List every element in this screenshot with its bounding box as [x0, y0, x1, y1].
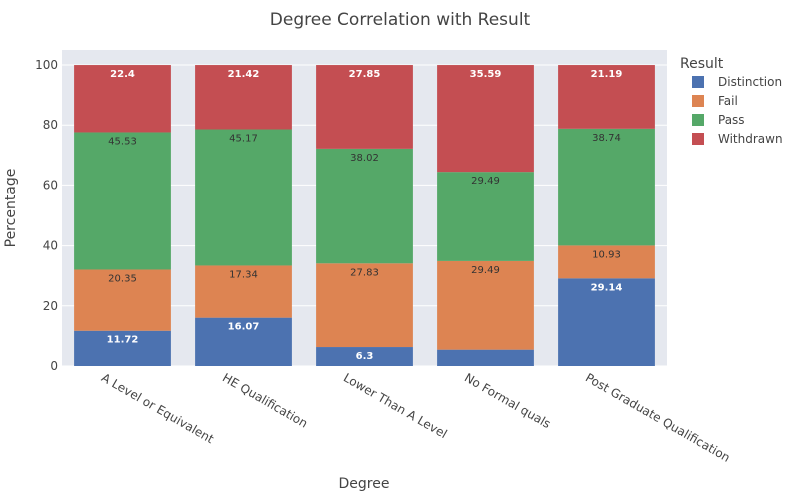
- x-tick-label: Lower Than A Level: [341, 370, 449, 441]
- legend-swatch: [692, 76, 704, 88]
- bar-segment: [437, 65, 534, 173]
- legend-label: Distinction: [718, 75, 782, 89]
- bar-data-label: 29.14: [591, 282, 623, 293]
- bar-segment: [316, 263, 413, 348]
- legend-label: Pass: [718, 113, 745, 127]
- bar-segment: [195, 129, 292, 266]
- legend-swatch: [692, 133, 704, 145]
- legend: Result Distinction Fail Pass Withdrawn: [680, 56, 783, 146]
- y-tick-label: 60: [43, 178, 58, 192]
- legend-swatch: [692, 114, 704, 126]
- legend-swatch: [692, 95, 704, 107]
- bar-segment: [558, 65, 655, 129]
- y-axis-title: Percentage: [3, 169, 19, 248]
- x-axis-ticks: A Level or Equivalent HE Qualification Low…: [99, 370, 733, 464]
- bar-data-label: 29.49: [471, 176, 500, 187]
- y-tick-label: 100: [35, 58, 58, 72]
- bar-segment: [437, 349, 534, 366]
- bar-data-label: 35.59: [470, 69, 502, 80]
- bar-data-label: 27.83: [350, 267, 379, 278]
- bar-data-label: 38.74: [592, 133, 621, 144]
- bars: [74, 65, 655, 366]
- bar-data-label: 45.53: [108, 136, 137, 147]
- legend-label: Fail: [718, 94, 738, 108]
- y-tick-label: 40: [43, 239, 58, 253]
- bar-segment: [437, 260, 534, 350]
- bar-segment: [558, 128, 655, 246]
- bar-segment: [558, 278, 655, 366]
- x-tick-label: No Formal quals: [462, 370, 553, 431]
- y-tick-label: 80: [43, 118, 58, 132]
- bar-segment: [195, 317, 292, 366]
- bar-segment: [74, 65, 171, 133]
- bar-segment: [195, 65, 292, 130]
- bar-data-label: 6.3: [356, 351, 374, 362]
- x-tick-label: HE Qualification: [220, 370, 310, 430]
- bar-segment: [195, 265, 292, 318]
- bar-segment: [316, 347, 413, 366]
- bar-segment: [316, 65, 413, 149]
- bar-data-label: 29.49: [471, 265, 500, 276]
- bar-segment: [558, 245, 655, 279]
- y-tick-label: 20: [43, 299, 58, 313]
- x-tick-label: A Level or Equivalent: [99, 370, 216, 446]
- chart-title: Degree Correlation with Result: [270, 10, 531, 30]
- bar-data-label: 17.34: [229, 269, 258, 280]
- bar-data-label: 38.02: [350, 153, 379, 164]
- x-axis-title: Degree: [339, 476, 390, 492]
- y-tick-label: 0: [50, 359, 58, 373]
- x-tick-label: Post Graduate Qualification: [583, 370, 733, 464]
- bar-data-label: 27.85: [349, 69, 381, 80]
- bar-data-label: 22.4: [110, 69, 135, 80]
- bar-segment: [74, 269, 171, 331]
- bar-segment: [316, 148, 413, 264]
- y-axis-ticks: 0 20 40 60 80 100: [35, 58, 58, 373]
- bar-segment: [74, 330, 171, 366]
- bar-data-label: 10.93: [592, 249, 621, 260]
- bar-data-label: 21.19: [591, 69, 623, 80]
- bar-data-label: 16.07: [228, 322, 260, 333]
- legend-title: Result: [680, 56, 724, 72]
- bar-segment: [74, 132, 171, 270]
- bar-labels: 11.72 20.35 45.53 22.4 16.07 17.34 45.17 21.42 6…: [107, 69, 623, 362]
- bar-data-label: 20.35: [108, 273, 137, 284]
- bar-data-label: 21.42: [228, 69, 260, 80]
- bar-data-label: 45.17: [229, 134, 258, 145]
- bar-data-label: 11.72: [107, 335, 139, 346]
- legend-label: Withdrawn: [718, 132, 783, 146]
- bar-segment: [437, 172, 534, 261]
